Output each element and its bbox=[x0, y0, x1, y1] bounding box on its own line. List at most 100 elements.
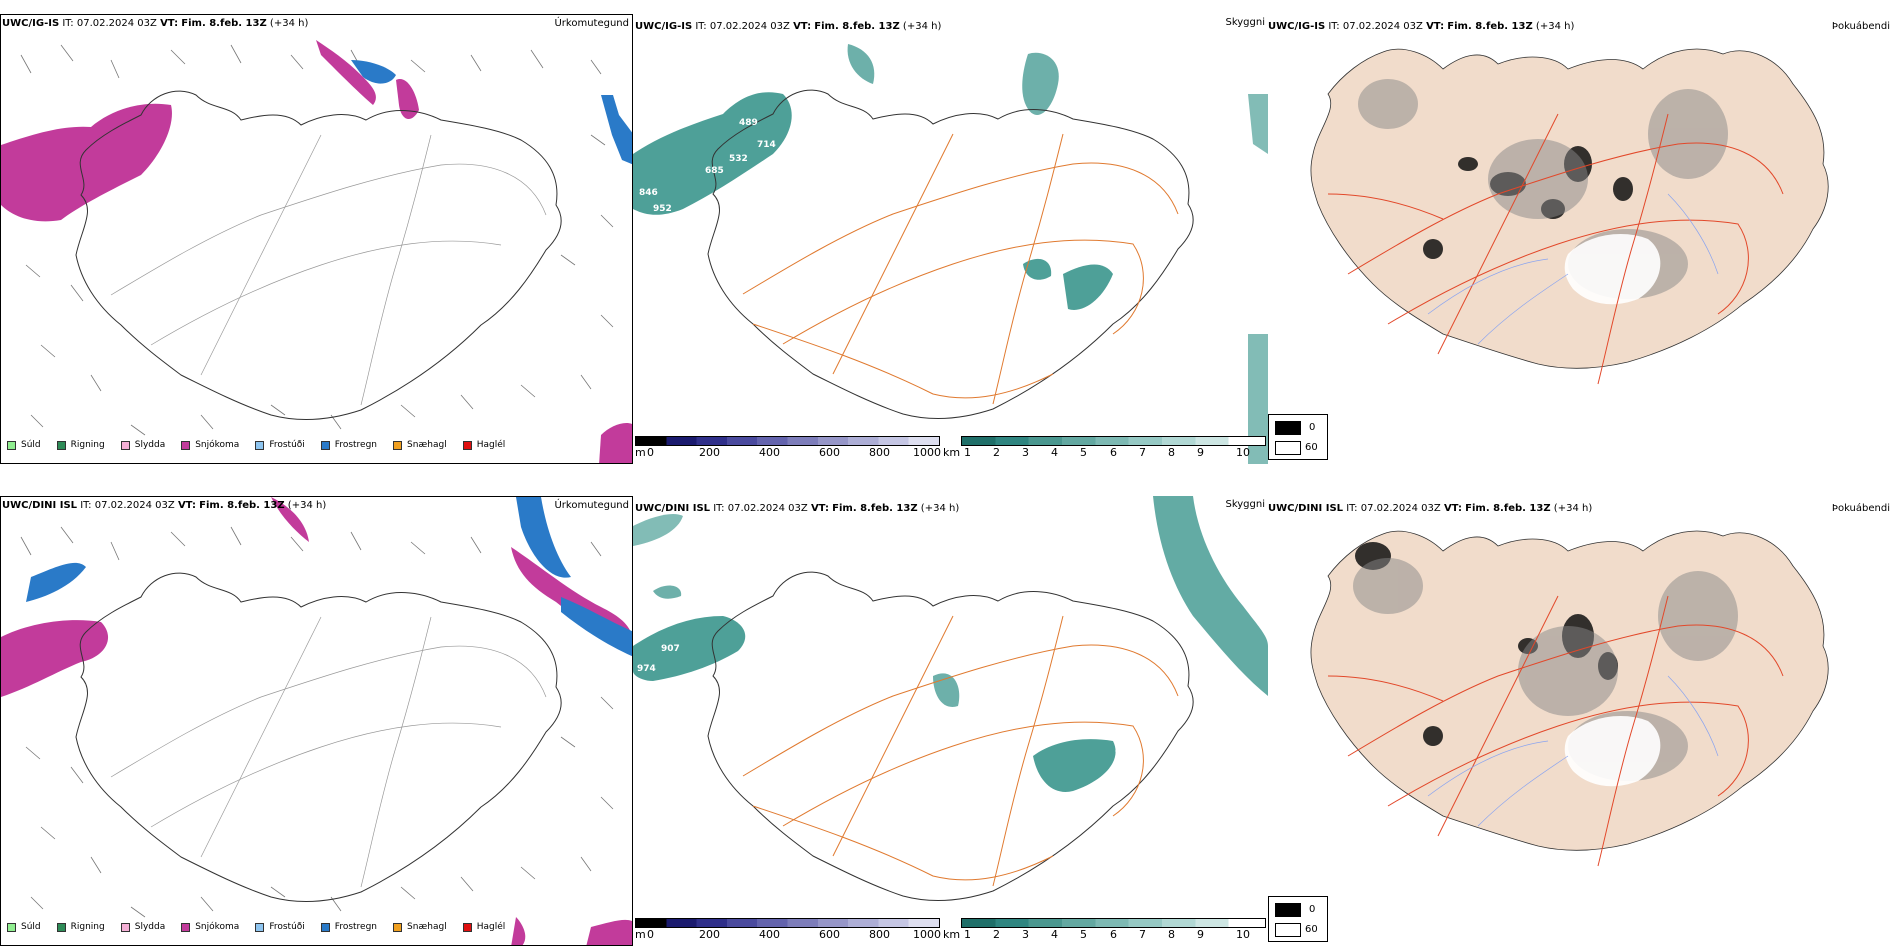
vt-label: VT: bbox=[177, 500, 196, 511]
vis-low-c1 bbox=[1023, 258, 1052, 280]
height-tick: 200 bbox=[699, 446, 720, 459]
vis-tick: 2 bbox=[993, 446, 1000, 459]
vis-tick: 6 bbox=[1110, 928, 1117, 941]
it-value: 07.02.2024 03Z bbox=[1360, 503, 1441, 514]
it-value: 07.02.2024 03Z bbox=[727, 503, 808, 514]
panel-header: UWC/IG-IS IT: 07.02.2024 03Z VT: Fim. 8.… bbox=[2, 18, 308, 30]
vis-tick: 4 bbox=[1051, 928, 1058, 941]
frz-area-ne bbox=[351, 60, 396, 84]
vt-label: VT: bbox=[793, 21, 812, 32]
legend-item: Slydda bbox=[120, 440, 165, 450]
wind-barbs bbox=[20, 526, 614, 918]
fog-legend-label: 60 bbox=[1305, 442, 1318, 453]
legend-item: Snæhagl bbox=[393, 440, 447, 450]
precip-panel-row2: UWC/DINI ISL IT: 07.02.2024 03Z VT: Fim.… bbox=[0, 496, 633, 946]
vis-low-north bbox=[847, 44, 875, 84]
it-label: IT: bbox=[1346, 503, 1358, 514]
vis-tick: 8 bbox=[1168, 446, 1175, 459]
height-tick: 400 bbox=[759, 446, 780, 459]
legend-item: Snjókoma bbox=[181, 440, 239, 450]
vis-label: 479 bbox=[945, 242, 964, 252]
legend-swatch bbox=[181, 440, 191, 450]
fog-panel-row1: UWC/IG-IS IT: 07.02.2024 03Z VT: Fim. 8.… bbox=[1268, 14, 1900, 464]
fog-map-row1 bbox=[1310, 48, 1829, 385]
height-colorbar bbox=[635, 436, 940, 446]
legend-label: Súld bbox=[21, 922, 41, 932]
it-label: IT: bbox=[80, 500, 92, 511]
legend-item: Haglél bbox=[462, 922, 506, 932]
snow-area-se bbox=[586, 919, 632, 945]
wind-barbs bbox=[20, 44, 614, 436]
legend-swatch bbox=[255, 922, 265, 932]
roads-orange bbox=[742, 133, 1179, 405]
legend-swatch bbox=[120, 440, 130, 450]
vis-tick: 6 bbox=[1110, 446, 1117, 459]
panel-title-visibility: Skyggni bbox=[1225, 499, 1265, 510]
iceland-outline bbox=[75, 90, 562, 421]
panel-title-precip: Úrkomutegund bbox=[554, 18, 629, 29]
iceland-outline bbox=[75, 572, 562, 903]
legend-label: Haglél bbox=[476, 440, 506, 450]
vt-label: VT: bbox=[810, 503, 829, 514]
model-name: UWC/DINI ISL bbox=[1268, 503, 1344, 514]
it-label: IT: bbox=[695, 21, 707, 32]
it-value: 07.02.2024 03Z bbox=[76, 18, 157, 29]
vis-tick: 3 bbox=[1022, 446, 1029, 459]
visibility-panel-row1: 489 714 532 685 846 952 479 504 UWC/IG-I… bbox=[633, 14, 1268, 464]
legend-label: Frostúði bbox=[269, 922, 305, 932]
vis-tick: 1 bbox=[964, 928, 971, 941]
frz-area-nw bbox=[26, 562, 86, 602]
legend-label: Frostúði bbox=[269, 440, 305, 450]
glacier-white bbox=[1564, 234, 1661, 305]
vis-low-c2 bbox=[1063, 264, 1113, 310]
rivers-blue bbox=[1427, 193, 1719, 345]
legend-item: Frostregn bbox=[320, 440, 378, 450]
vis-tick: 5 bbox=[1080, 446, 1087, 459]
height-tick: 200 bbox=[699, 928, 720, 941]
vt-value: Fim. 8.feb. 13Z bbox=[814, 21, 900, 32]
legend-swatch bbox=[320, 440, 330, 450]
vt-value: Fim. 8.feb. 13Z bbox=[181, 18, 267, 29]
lead-time: (+34 h) bbox=[902, 21, 942, 32]
height-tick: 1000 bbox=[913, 446, 941, 459]
lead-time: (+34 h) bbox=[920, 503, 960, 514]
legend-swatch bbox=[56, 440, 66, 450]
fog-swatch-white bbox=[1275, 441, 1301, 455]
visibility-map-row2 bbox=[633, 496, 1268, 902]
vis-label: 504 bbox=[1115, 264, 1134, 274]
legend-label: Snjókoma bbox=[195, 440, 240, 450]
vis-tick: 5 bbox=[1080, 928, 1087, 941]
vis-label: 714 bbox=[757, 140, 776, 150]
legend-label: Haglél bbox=[476, 922, 506, 932]
snow-area-se bbox=[599, 423, 632, 463]
precip-map-row1 bbox=[1, 40, 632, 463]
legend-label: Rigning bbox=[70, 440, 105, 450]
snow-area-n bbox=[271, 497, 309, 542]
precip-map-row2 bbox=[1, 497, 632, 945]
legend-label: Frostregn bbox=[334, 440, 378, 450]
height-tick: 0 bbox=[647, 446, 654, 459]
legend-swatch bbox=[462, 440, 472, 450]
frz-area-e bbox=[561, 597, 632, 657]
fog-panel-row2: UWC/DINI ISL IT: 07.02.2024 03Z VT: Fim.… bbox=[1268, 496, 1900, 946]
vis-low-e bbox=[1248, 94, 1268, 154]
visibility-map-row1 bbox=[633, 44, 1268, 464]
vis-tick: 7 bbox=[1139, 928, 1146, 941]
snow-area-nw bbox=[1, 103, 172, 222]
legend-label: Snjókoma bbox=[195, 922, 240, 932]
panel-title-fog: Þokuábendi bbox=[1831, 21, 1890, 32]
vis-tick: 10 bbox=[1236, 446, 1250, 459]
panel-header: UWC/DINI ISL IT: 07.02.2024 03Z VT: Fim.… bbox=[635, 503, 959, 515]
legend-swatch bbox=[393, 922, 403, 932]
panel-header: UWC/IG-IS IT: 07.02.2024 03Z VT: Fim. 8.… bbox=[1268, 21, 1574, 33]
legend-item: Frostúði bbox=[255, 922, 305, 932]
legend-label: Slydda bbox=[134, 922, 166, 932]
vis-low-ne bbox=[1153, 496, 1268, 696]
visibility-colorbar bbox=[961, 918, 1266, 928]
vis-label: 449 bbox=[1115, 746, 1134, 756]
height-tick: 800 bbox=[869, 446, 890, 459]
model-name: UWC/DINI ISL bbox=[635, 503, 711, 514]
panel-header: UWC/DINI ISL IT: 07.02.2024 03Z VT: Fim.… bbox=[1268, 503, 1592, 515]
vis-label: 907 bbox=[661, 644, 680, 654]
it-label: IT: bbox=[1328, 21, 1340, 32]
